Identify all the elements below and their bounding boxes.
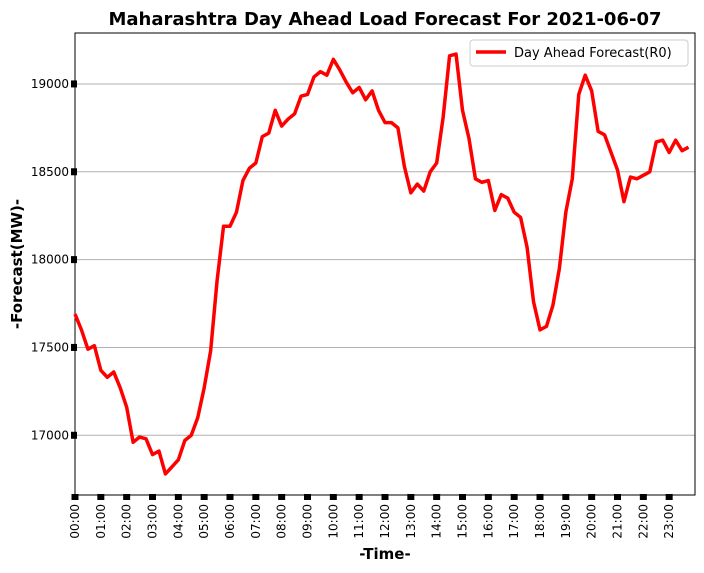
y-tick-label: 19000 bbox=[31, 77, 69, 91]
x-tick-mark bbox=[665, 494, 673, 500]
y-tick-mark bbox=[71, 343, 77, 351]
x-tick-label: 07:00 bbox=[249, 504, 263, 539]
x-tick-mark bbox=[510, 494, 518, 500]
x-tick-mark bbox=[459, 494, 466, 500]
series-line-day-ahead-forecast bbox=[73, 52, 690, 476]
x-tick-label: 19:00 bbox=[559, 504, 573, 539]
x-tick-label: 17:00 bbox=[507, 504, 521, 539]
x-tick-mark bbox=[278, 494, 286, 500]
y-tick-label: 18500 bbox=[31, 165, 69, 179]
x-tick-mark bbox=[562, 494, 570, 500]
x-tick-label: 08:00 bbox=[275, 504, 289, 539]
y-tick-mark bbox=[71, 80, 77, 88]
x-tick-mark bbox=[329, 494, 337, 500]
chart-title: Maharashtra Day Ahead Load Forecast For … bbox=[108, 9, 661, 30]
x-tick-mark bbox=[149, 494, 156, 500]
x-tick-label: 00:00 bbox=[68, 504, 82, 539]
x-tick-mark bbox=[588, 494, 596, 500]
legend-box bbox=[469, 39, 689, 67]
x-tick-label: 01:00 bbox=[94, 504, 108, 539]
y-axis-ticks: 17000 17500 18000 18500 19000 bbox=[31, 77, 77, 442]
x-tick-label: 15:00 bbox=[456, 504, 470, 539]
grid-lines bbox=[75, 83, 695, 436]
x-tick-label: 03:00 bbox=[146, 504, 160, 539]
x-tick-mark bbox=[614, 494, 621, 500]
x-tick-label: 18:00 bbox=[533, 504, 547, 539]
x-tick-label: 16:00 bbox=[481, 504, 495, 539]
x-tick-label: 05:00 bbox=[197, 504, 211, 539]
x-tick-label: 14:00 bbox=[430, 504, 444, 539]
x-tick-label: 12:00 bbox=[378, 504, 392, 539]
x-tick-label: 22:00 bbox=[636, 504, 650, 539]
y-axis-label: -Forecast(MW)- bbox=[8, 199, 26, 329]
x-tick-mark bbox=[123, 494, 131, 500]
y-tick-mark bbox=[71, 256, 77, 264]
legend-label: Day Ahead Forecast(R0) bbox=[514, 46, 672, 61]
plot-frame bbox=[74, 32, 696, 496]
x-tick-label: 04:00 bbox=[171, 504, 185, 539]
y-tick-mark bbox=[71, 168, 77, 176]
x-tick-mark bbox=[536, 494, 544, 500]
x-tick-mark bbox=[97, 494, 105, 500]
x-tick-label: 13:00 bbox=[404, 504, 418, 539]
x-tick-mark bbox=[174, 494, 182, 500]
x-tick-mark bbox=[639, 494, 647, 500]
x-tick-label: 21:00 bbox=[611, 504, 625, 539]
x-tick-label: 06:00 bbox=[223, 504, 237, 539]
x-axis-label: -Time- bbox=[359, 545, 410, 563]
x-tick-mark bbox=[355, 494, 363, 500]
x-tick-mark bbox=[226, 494, 234, 500]
x-tick-mark bbox=[407, 494, 415, 500]
x-tick-label: 23:00 bbox=[662, 504, 676, 539]
y-tick-mark bbox=[71, 431, 77, 439]
x-tick-mark bbox=[252, 494, 260, 500]
x-tick-mark bbox=[381, 494, 389, 500]
legend: Day Ahead Forecast(R0) bbox=[469, 39, 689, 67]
x-tick-label: 02:00 bbox=[120, 504, 134, 539]
x-tick-mark bbox=[200, 494, 208, 500]
x-tick-mark bbox=[71, 494, 79, 500]
y-tick-label: 18000 bbox=[31, 253, 69, 267]
x-tick-label: 20:00 bbox=[585, 504, 599, 539]
x-tick-mark bbox=[304, 494, 311, 500]
x-tick-mark bbox=[433, 494, 441, 500]
x-tick-label: 09:00 bbox=[301, 504, 315, 539]
x-axis-ticks: 00:00 01:00 02:00 03:00 04:00 05:00 06:00 07:00… bbox=[68, 494, 676, 539]
y-tick-label: 17000 bbox=[31, 428, 69, 442]
x-tick-label: 11:00 bbox=[352, 504, 366, 539]
x-tick-label: 10:00 bbox=[326, 504, 340, 539]
x-tick-mark bbox=[484, 494, 492, 500]
y-tick-label: 17500 bbox=[31, 340, 69, 354]
